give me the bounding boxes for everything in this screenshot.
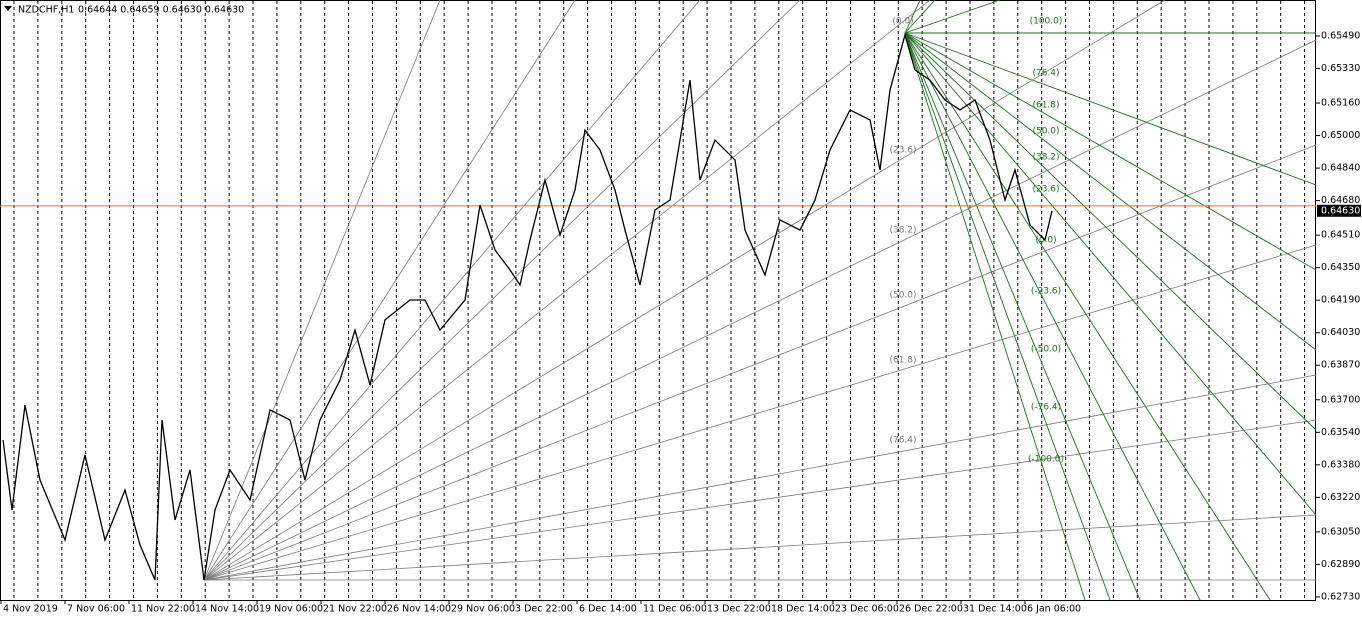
x-tick-label: 19 Nov 06:00 <box>259 604 323 615</box>
y-tick-label: 0.64350 <box>1321 262 1360 273</box>
green-fan-label: (0.0) <box>1035 236 1056 246</box>
y-tick-label: 0.64190 <box>1321 295 1360 306</box>
green-fan-label: (50.0) <box>1032 127 1059 137</box>
gray-fan-line <box>203 0 801 581</box>
green-fan-label: (23.6) <box>1032 185 1059 195</box>
green-fan-line <box>904 32 1317 351</box>
green-fan-line <box>904 0 936 34</box>
y-tick-label: 0.64680 <box>1321 195 1360 206</box>
fan-lines <box>203 0 1317 601</box>
gray-fan-line <box>203 0 576 581</box>
green-fan-line <box>904 32 1317 516</box>
gray-fan-line <box>203 0 931 581</box>
x-tick-label: 13 Dec 22:00 <box>707 604 771 615</box>
gray-fan-line <box>203 374 1317 581</box>
green-fan-label: (-100.0) <box>1028 455 1064 465</box>
y-tick-label: 0.62890 <box>1321 559 1360 570</box>
y-tick-label: 0.62730 <box>1321 591 1360 602</box>
gray-fan-label: (76.4) <box>889 436 916 446</box>
gray-fan-line <box>203 419 1317 581</box>
green-fan-line <box>904 0 1001 34</box>
green-fan-line <box>904 32 1317 431</box>
green-fan-line <box>904 32 1086 601</box>
gray-fan-label: (50.0) <box>889 291 916 301</box>
green-fan-label: (38.2) <box>1032 153 1059 163</box>
x-tick-label: 11 Nov 22:00 <box>131 604 195 615</box>
gray-fan-label: (23.6) <box>889 146 916 156</box>
current-price-box <box>1317 204 1361 217</box>
gray-fan-line <box>203 514 1317 581</box>
x-tick-label: 3 Dec 22:00 <box>515 604 573 615</box>
x-tick-label: 7 Nov 06:00 <box>67 604 125 615</box>
current-price-label: 0.64630 <box>1321 205 1360 216</box>
y-tick-label: 0.63380 <box>1321 459 1360 470</box>
gray-fan-line <box>203 0 1166 581</box>
green-fan-label: (-50.0) <box>1031 345 1061 355</box>
plot-frame <box>0 0 1316 601</box>
green-fan-label: (100.0) <box>1030 17 1063 27</box>
x-tick-label: 11 Dec 06:00 <box>643 604 707 615</box>
gray-fan-line <box>203 39 1317 581</box>
y-tick-label: 0.63870 <box>1321 360 1360 371</box>
green-fan-line <box>904 32 1141 601</box>
y-tick-label: 0.65000 <box>1321 130 1360 141</box>
green-fan-line <box>904 32 1271 601</box>
y-tick-label: 0.64840 <box>1321 163 1360 174</box>
green-fan-label: (61.8) <box>1032 101 1059 111</box>
gray-fan-line <box>203 0 441 581</box>
y-tick-label: 0.64510 <box>1321 230 1360 241</box>
x-tick-label: 31 Dec 14:00 <box>963 604 1027 615</box>
x-tick-label: 4 Nov 2019 <box>3 604 58 615</box>
y-tick-label: 0.63540 <box>1321 427 1360 438</box>
y-tick-label: 0.65490 <box>1321 30 1360 41</box>
price-line <box>2 32 1053 581</box>
gray-fan-line <box>203 0 701 581</box>
x-tick-label: 6 Dec 14:00 <box>579 604 637 615</box>
green-fan-line <box>904 32 1111 601</box>
chart-title: NZDCHF,H1 <box>18 5 74 16</box>
day-separators <box>13 1 1306 600</box>
y-tick-label: 0.63220 <box>1321 492 1360 503</box>
menu-arrow <box>4 6 12 11</box>
green-fan-line <box>904 0 921 34</box>
green-fan-line <box>904 32 1317 186</box>
y-tick-label: 0.63700 <box>1321 394 1360 405</box>
x-tick-label: 21 Nov 22:00 <box>323 604 387 615</box>
y-tick-label: 0.65330 <box>1321 63 1360 74</box>
green-fan-label: (-76.4) <box>1031 403 1061 413</box>
x-tick-label: 26 Nov 14:00 <box>387 604 451 615</box>
gray-fan-line <box>203 244 1317 581</box>
y-tick-label: 0.65160 <box>1321 98 1360 109</box>
green-fan-line <box>904 32 1201 601</box>
x-tick-label: 23 Dec 06:00 <box>835 604 899 615</box>
y-tick-label: 0.63050 <box>1321 526 1360 537</box>
green-fan-line <box>904 32 1317 271</box>
green-fan-label: (-23.6) <box>1031 287 1061 297</box>
x-tick-label: 26 Dec 22:00 <box>899 604 963 615</box>
gray-fan-line <box>203 144 1317 581</box>
y-tick-label: 0.64030 <box>1321 327 1360 338</box>
quote: 0.64644 0.64659 0.64630 0.64630 <box>78 5 244 16</box>
x-tick-label: 6 Jan 06:00 <box>1027 604 1081 615</box>
green-fan-label: (76.4) <box>1032 69 1059 79</box>
gray-fan-label: (38.2) <box>889 226 916 236</box>
gray-fan-label: (0.0) <box>892 17 913 27</box>
x-tick-label: 18 Dec 14:00 <box>771 604 835 615</box>
gray-fan-label: (61.8) <box>889 356 916 366</box>
x-tick-label: 14 Nov 14:00 <box>195 604 259 615</box>
x-tick-label: 29 Nov 06:00 <box>451 604 515 615</box>
